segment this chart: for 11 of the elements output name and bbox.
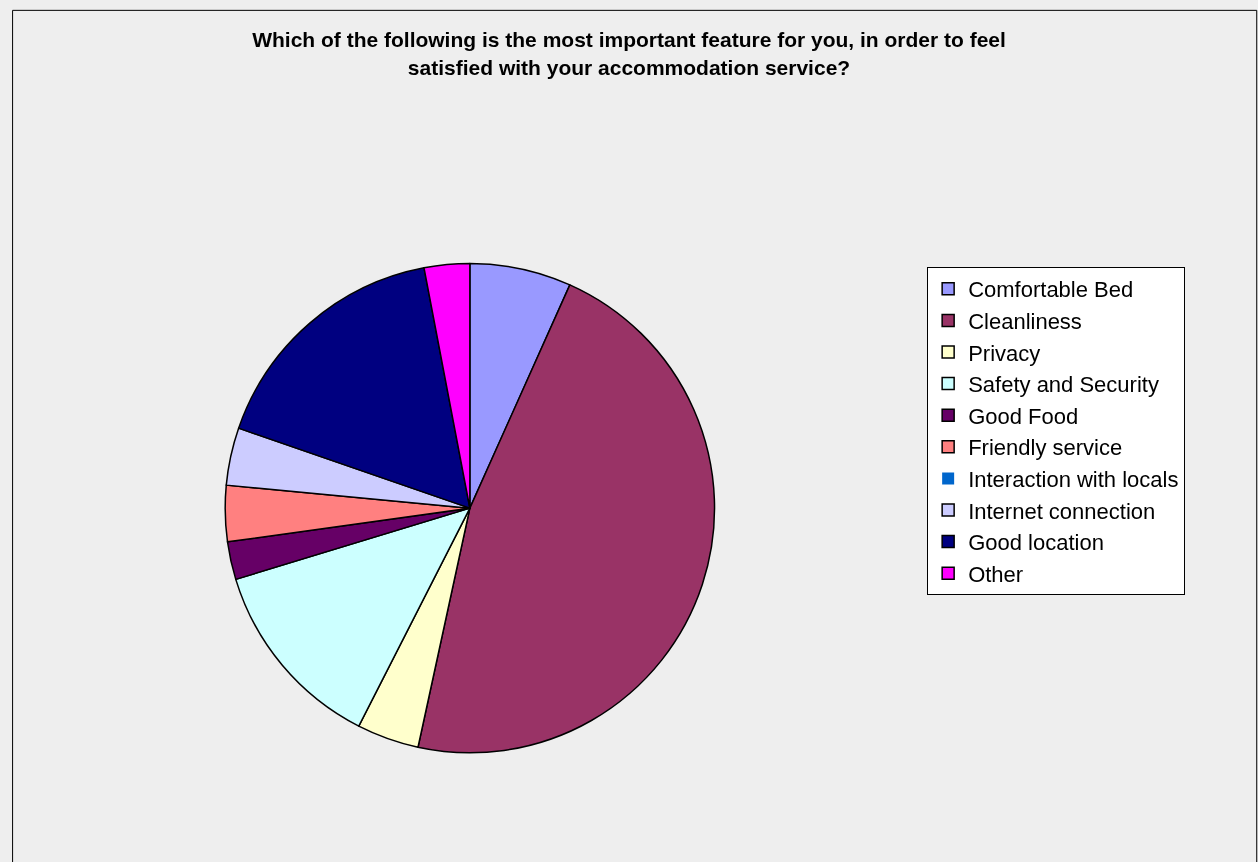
legend-label: Internet connection (968, 498, 1156, 524)
legend-label: Comfortable Bed (968, 277, 1134, 303)
legend-label: Cleanliness (968, 308, 1082, 334)
chart-title: Which of the following is the most important feature for you, in order to feel satisfied with your accommodation service? (252, 28, 1006, 79)
legend-label: Safety and Security (968, 372, 1159, 398)
legend-label: Friendly service (968, 435, 1123, 461)
legend-label: Interaction with locals (968, 466, 1179, 492)
legend-label: Good location (968, 530, 1104, 556)
legend-label: Other (968, 561, 1024, 587)
legend-label: Privacy (968, 340, 1041, 366)
legend-label: Good Food (968, 403, 1079, 429)
